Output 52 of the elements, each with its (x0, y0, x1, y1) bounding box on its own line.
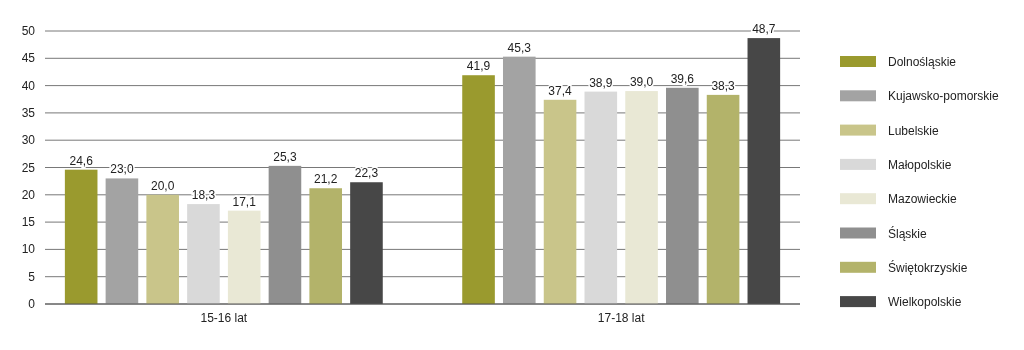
legend-label: Świętokrzyskie (888, 259, 968, 275)
bar (462, 75, 495, 304)
data-label: 25,3 (273, 149, 297, 164)
data-label: 18,3 (191, 188, 216, 203)
y-tick-label: 15 (21, 215, 36, 230)
legend-label: Kujawsko-pomorskie (888, 89, 1000, 104)
bar (666, 87, 699, 304)
bar (350, 182, 383, 304)
legend-label: Mazowieckie (888, 192, 958, 207)
bar (747, 38, 781, 304)
data-label: 38,3 (711, 78, 736, 93)
data-label: 39,6 (670, 71, 695, 86)
bar (146, 194, 179, 304)
bar (502, 56, 536, 304)
bar (706, 94, 740, 304)
data-label: 38,9 (589, 75, 613, 90)
y-tick-label: 30 (21, 133, 36, 148)
bar (187, 204, 220, 304)
y-tick-label: 0 (28, 297, 36, 311)
data-label: 17,1 (232, 194, 257, 209)
x-tick-label: 15-16 lat (200, 311, 248, 325)
legend-label: Lubelskie (888, 123, 940, 138)
data-label: 48,7 (752, 22, 776, 37)
bar (105, 178, 139, 304)
bar (227, 210, 261, 304)
data-label: 21,2 (314, 172, 338, 187)
bar (268, 165, 302, 304)
y-tick-label: 5 (28, 269, 36, 284)
y-tick-label: 50 (21, 24, 36, 38)
y-tick-label: 45 (21, 51, 36, 66)
data-label: 24,6 (69, 153, 94, 168)
data-label: 45,3 (507, 40, 532, 55)
data-label: 41,9 (466, 59, 491, 74)
data-label: 39,0 (629, 75, 654, 90)
y-tick-label: 35 (21, 105, 36, 120)
legend-label: Małopolskie (888, 157, 952, 172)
data-label: 20,0 (151, 178, 175, 193)
bar (543, 99, 577, 304)
legend-label: Śląskie (888, 225, 928, 241)
y-tick-label: 25 (21, 160, 36, 175)
bar (584, 91, 618, 304)
legend-label: Wielkopolskie (888, 295, 962, 310)
y-tick-label: 10 (21, 242, 36, 257)
bar (64, 169, 98, 304)
data-label: 37,4 (548, 83, 573, 98)
y-tick-label: 40 (21, 78, 36, 93)
bar (625, 91, 658, 304)
bar (309, 188, 343, 304)
x-tick-label: 17-18 lat (597, 311, 646, 325)
legend-label: Dolnośląskie (888, 55, 957, 69)
data-label: 22,3 (354, 166, 379, 181)
y-tick-label: 20 (21, 187, 36, 202)
